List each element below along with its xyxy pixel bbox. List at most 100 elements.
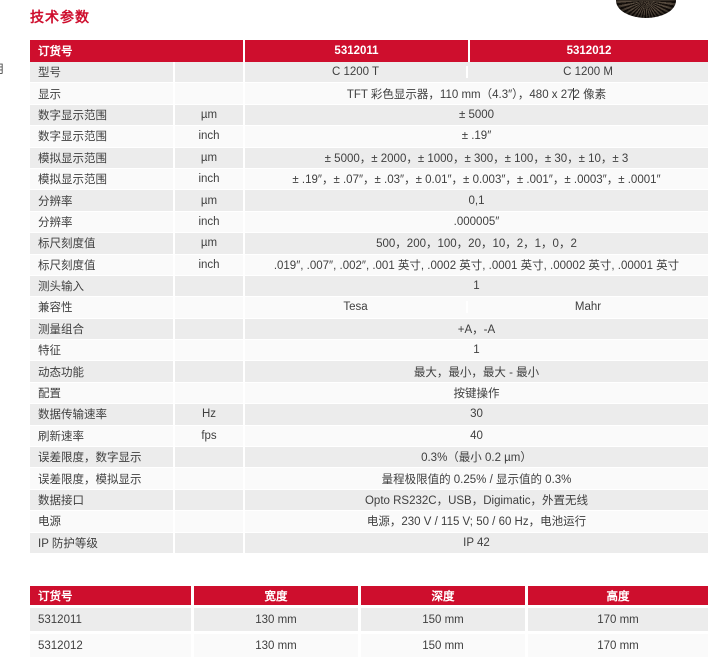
spec-value: 按键操作 (453, 388, 500, 401)
spec-value: 1 (473, 280, 480, 293)
dimension-row-5312011: 5312011 130 mm 150 mm 170 mm (30, 608, 708, 634)
dim-header-height: 高度 (606, 590, 630, 603)
spec-label: 刷新速率 (30, 425, 175, 447)
spec-row-digital-range-um: 数字显示范围 µm ± 5000 (30, 104, 708, 127)
spec-value: ± .19″，± .07″，± .03″，± 0.01″，± 0.003″，± … (292, 174, 661, 187)
spec-row-resolution-inch: 分辨率 inch .000005″ (30, 211, 708, 234)
spec-label: 模拟显示范围 (30, 168, 175, 190)
dim-header-depth: 深度 (361, 586, 528, 605)
spec-unit: inch (175, 211, 245, 233)
spec-unit (175, 532, 245, 553)
spec-label: 兼容性 (30, 297, 175, 318)
spec-value-right: Mahr (574, 301, 602, 314)
dim-order: 5312011 (30, 608, 194, 631)
spec-value: +A，-A (457, 323, 496, 336)
spec-value: 500，200，100，20，10，2，1，0，2 (376, 238, 577, 251)
spec-label: 数字显示范围 (30, 104, 175, 126)
spec-label: 显示 (30, 83, 175, 104)
spec-unit (175, 361, 245, 382)
spec-value: 0.3%（最小 0.2 µm） (421, 452, 532, 465)
spec-value-left: C 1200 T (245, 66, 468, 79)
spec-row-compatibility: 兼容性 Tesa Mahr (30, 297, 708, 319)
spec-row-data-rate: 数据传输速率 Hz 30 (30, 404, 708, 426)
spec-row-analog-range-um: 模拟显示范围 µm ± 5000，± 2000，± 1000，± 300，± 1… (30, 147, 708, 169)
spec-row-power: 电源 电源，230 V / 115 V; 50 / 60 Hz，电池运行 (30, 511, 708, 533)
spec-label: 动态功能 (30, 361, 175, 382)
spec-value: IP 42 (463, 536, 490, 549)
spec-value: ± .19″ (461, 130, 492, 143)
spec-unit: Hz (175, 404, 245, 425)
spec-row-features: 特征 1 (30, 340, 708, 362)
spec-label: 误差限度，数字显示 (30, 447, 175, 468)
spec-unit (175, 318, 245, 340)
spec-row-data-interface: 数据接口 Opto RS232C，USB，Digimatic，外置无线 (30, 489, 708, 512)
spec-row-digital-range-inch: 数字显示范围 inch ± .19″ (30, 126, 708, 148)
spec-label: IP 防护等级 (30, 532, 175, 553)
spec-value: 电源，230 V / 115 V; 50 / 60 Hz，电池运行 (366, 516, 587, 529)
spec-row-configuration: 配置 按键操作 (30, 382, 708, 405)
spec-label: 分辨率 (30, 211, 175, 233)
dim-depth: 150 mm (361, 634, 528, 657)
page-title: 技术参数 (30, 9, 90, 25)
spec-unit: inch (175, 126, 245, 147)
spec-unit: µm (175, 233, 245, 254)
spec-value: 量程极限值的 0.25% / 显示值的 0.3% (381, 473, 572, 486)
spec-label: 标尺刻度值 (30, 254, 175, 275)
spec-unit: inch (175, 168, 245, 190)
spec-label: 测量组合 (30, 318, 175, 340)
dimension-table-body: 5312011 130 mm 150 mm 170 mm 5312012 130… (30, 608, 708, 660)
spec-unit (175, 297, 245, 318)
dim-height: 170 mm (597, 639, 639, 652)
dim-height: 170 mm (597, 613, 639, 626)
spec-label: 误差限度，模拟显示 (30, 468, 175, 489)
product-photo-fragment (616, 0, 676, 18)
clipped-edge-text: 用 (0, 60, 4, 77)
spec-unit (175, 468, 245, 489)
dimension-row-5312012: 5312012 130 mm 150 mm 170 mm (30, 634, 708, 660)
dim-header-width: 宽度 (194, 586, 361, 605)
spec-value: 1 (473, 344, 480, 357)
spec-unit: µm (175, 104, 245, 126)
dim-width: 130 mm (194, 634, 361, 657)
spec-label: 配置 (30, 382, 175, 404)
spec-unit: µm (175, 190, 245, 211)
spec-label: 标尺刻度值 (30, 233, 175, 254)
spec-value: ± 5000，± 2000，± 1000，± 300，± 100，± 30，± … (324, 152, 629, 165)
spec-header-5312012: 5312012 (566, 45, 612, 57)
spec-unit: inch (175, 254, 245, 275)
spec-value: 最大，最小，最大 - 最小 (413, 366, 540, 379)
spec-unit (175, 382, 245, 404)
spec-label: 分辨率 (30, 190, 175, 211)
spec-row-scale-um: 标尺刻度值 µm 500，200，100，20，10，2，1，0，2 (30, 233, 708, 255)
spec-unit (175, 489, 245, 511)
dim-header-order-number: 订货号 (30, 586, 194, 605)
spec-value: .000005″ (453, 215, 500, 228)
spec-label: 数据传输速率 (30, 404, 175, 425)
spec-value-split: C 1200 T C 1200 M (245, 62, 708, 82)
dimension-table: 订货号 宽度 深度 高度 5312011 130 mm 150 mm 170 m… (30, 586, 708, 660)
spec-value-split: Tesa Mahr (245, 297, 708, 317)
spec-row-display: 显示 TFT 彩色显示器，110 mm（4.3″），480 x 272 像素 (30, 83, 708, 105)
spec-unit (175, 83, 245, 104)
spec-unit (175, 275, 245, 297)
spec-row-error-analog: 误差限度，模拟显示 量程极限值的 0.25% / 显示值的 0.3% (30, 468, 708, 490)
spec-value-left: Tesa (245, 301, 468, 314)
spec-row-resolution-um: 分辨率 µm 0,1 (30, 190, 708, 212)
spec-row-probe-input: 测头输入 1 (30, 275, 708, 298)
spec-value: 0,1 (468, 194, 485, 207)
spec-row-dynamic-functions: 动态功能 最大，最小，最大 - 最小 (30, 361, 708, 383)
spec-unit (175, 62, 245, 83)
text-cursor-artifact (573, 88, 574, 100)
spec-unit (175, 511, 245, 532)
spec-row-model: 型号 C 1200 T C 1200 M (30, 62, 708, 84)
spec-label: 型号 (30, 62, 175, 83)
dimension-table-header: 订货号 宽度 深度 高度 (30, 586, 708, 608)
spec-value: 30 (470, 408, 483, 421)
spec-unit: µm (175, 147, 245, 168)
spec-header-order-number: 订货号 (30, 40, 245, 62)
dim-order: 5312012 (30, 634, 194, 657)
spec-row-scale-inch: 标尺刻度值 inch .019″, .007″, .002″, .001 英寸,… (30, 254, 708, 276)
spec-table: 订货号 5312011 5312012 型号 C 1200 T C 1200 M… (30, 40, 708, 554)
spec-table-header: 订货号 5312011 5312012 (30, 40, 708, 62)
